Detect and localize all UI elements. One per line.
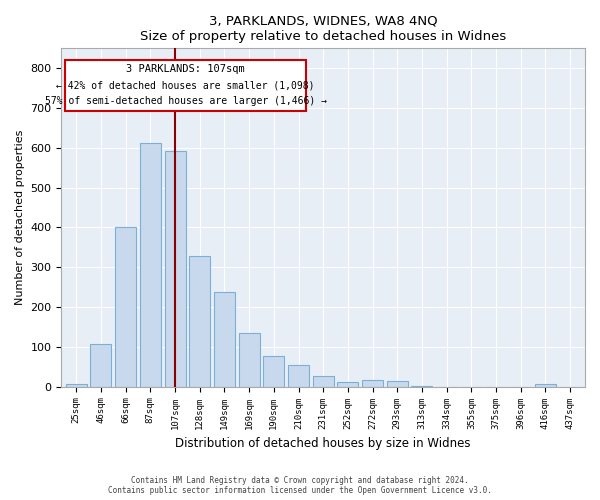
Bar xyxy=(263,356,284,386)
Bar xyxy=(91,344,112,387)
Title: 3, PARKLANDS, WIDNES, WA8 4NQ
Size of property relative to detached houses in Wi: 3, PARKLANDS, WIDNES, WA8 4NQ Size of pr… xyxy=(140,15,506,43)
Bar xyxy=(214,292,235,386)
Y-axis label: Number of detached properties: Number of detached properties xyxy=(15,130,25,305)
Bar xyxy=(387,380,408,386)
Bar xyxy=(535,384,556,386)
Bar xyxy=(189,256,210,386)
Bar xyxy=(288,365,309,386)
Text: Contains HM Land Registry data © Crown copyright and database right 2024.
Contai: Contains HM Land Registry data © Crown c… xyxy=(108,476,492,495)
Bar xyxy=(164,151,185,386)
Bar xyxy=(66,384,87,386)
Bar xyxy=(313,376,334,386)
Text: ← 42% of detached houses are smaller (1,098): ← 42% of detached houses are smaller (1,… xyxy=(56,80,315,90)
Bar xyxy=(337,382,358,386)
Text: 3 PARKLANDS: 107sqm: 3 PARKLANDS: 107sqm xyxy=(126,64,245,74)
Bar xyxy=(115,226,136,386)
Bar xyxy=(239,332,260,386)
Bar xyxy=(362,380,383,386)
Text: 57% of semi-detached houses are larger (1,466) →: 57% of semi-detached houses are larger (… xyxy=(44,96,326,106)
FancyBboxPatch shape xyxy=(65,60,306,111)
Bar xyxy=(140,142,161,386)
X-axis label: Distribution of detached houses by size in Widnes: Distribution of detached houses by size … xyxy=(175,437,471,450)
